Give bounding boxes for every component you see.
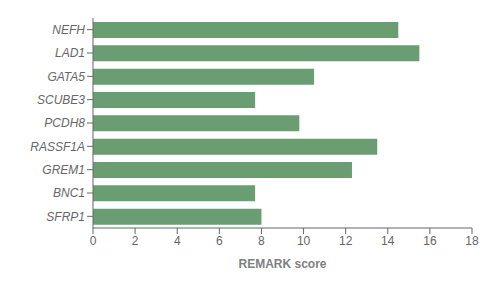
svg-text:RASSF1A: RASSF1A xyxy=(30,140,85,154)
svg-text:BNC1: BNC1 xyxy=(53,186,85,200)
svg-text:0: 0 xyxy=(90,234,97,248)
svg-text:10: 10 xyxy=(297,234,311,248)
svg-text:12: 12 xyxy=(339,234,353,248)
svg-text:4: 4 xyxy=(174,234,181,248)
svg-text:6: 6 xyxy=(216,234,223,248)
svg-text:GATA5: GATA5 xyxy=(47,70,85,84)
svg-text:GREM1: GREM1 xyxy=(42,163,85,177)
svg-text:PCDH8: PCDH8 xyxy=(44,116,85,130)
svg-text:2: 2 xyxy=(132,234,139,248)
svg-text:14: 14 xyxy=(381,234,395,248)
svg-text:NEFH: NEFH xyxy=(52,23,85,37)
svg-text:SFRP1: SFRP1 xyxy=(46,210,85,224)
svg-text:8: 8 xyxy=(258,234,265,248)
svg-text:REMARK score: REMARK score xyxy=(238,257,326,271)
svg-text:16: 16 xyxy=(423,234,437,248)
svg-text:18: 18 xyxy=(465,234,479,248)
svg-text:SCUBE3: SCUBE3 xyxy=(37,93,85,107)
svg-text:LAD1: LAD1 xyxy=(55,46,85,60)
